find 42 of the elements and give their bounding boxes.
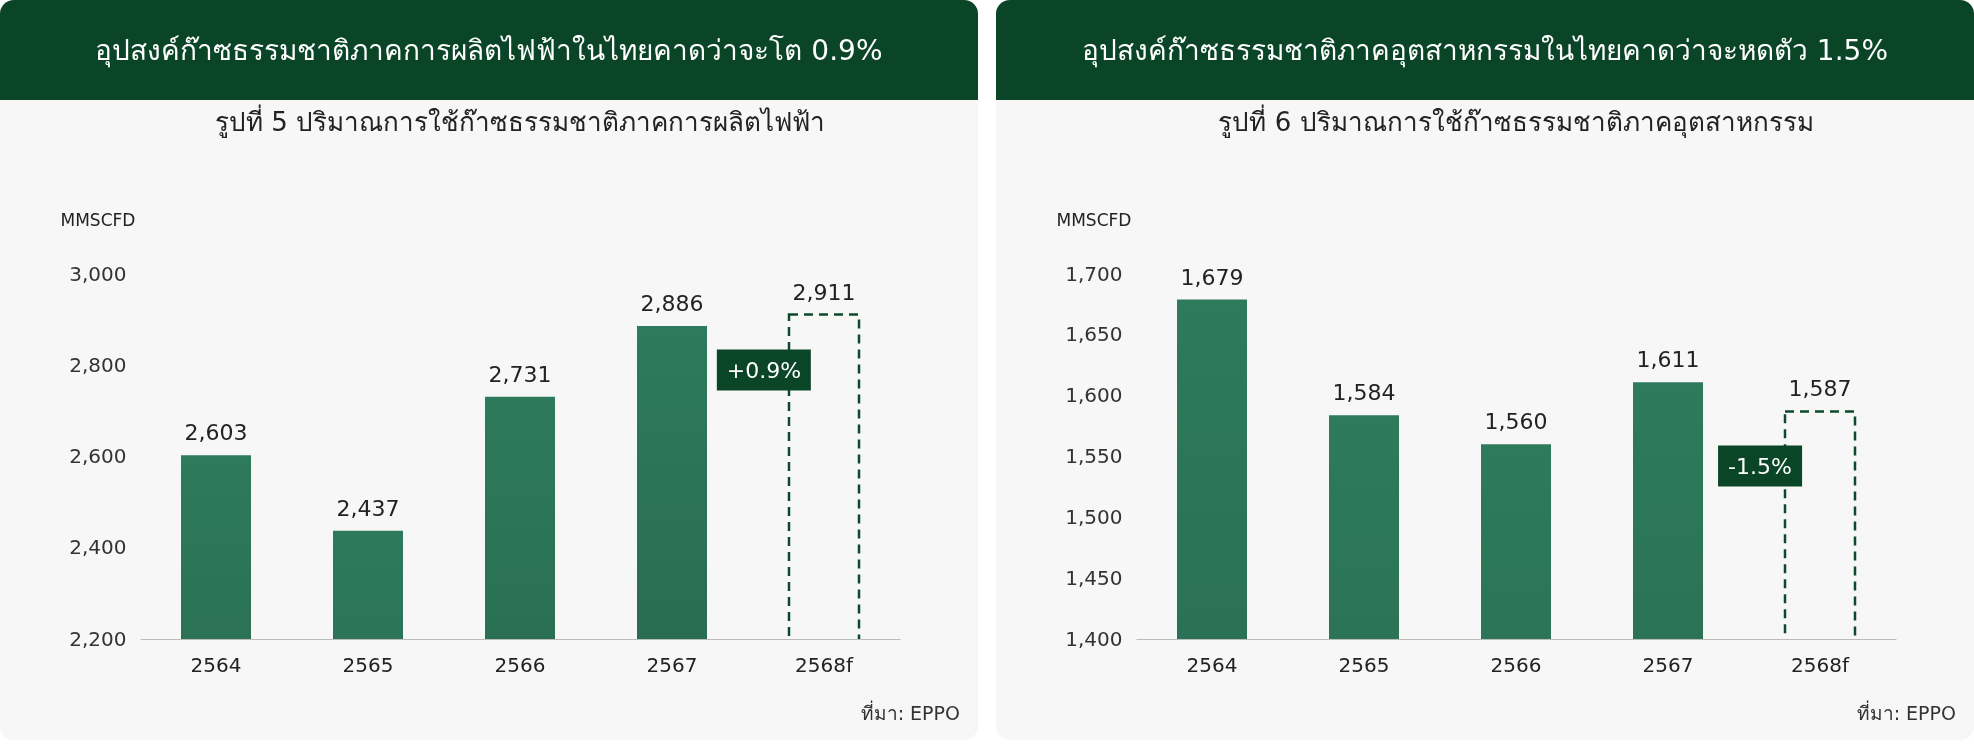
x-tick-label: 2567 — [1642, 652, 1694, 677]
y-tick-label: 1,550 — [1065, 444, 1123, 468]
y-tick-label: 2,400 — [69, 535, 127, 560]
data-label: 1,679 — [1180, 264, 1244, 290]
chart-title: อุปสงค์ก๊าซธรรมชาติภาคอุตสาหกรรมในไทยคาดว่าจะหดตัว 1.5% — [996, 0, 1974, 100]
annotation: +0.9% — [716, 349, 812, 391]
x-tick-label: 2565 — [342, 652, 394, 677]
data-label: 2,886 — [640, 291, 704, 317]
y-tick-label: 3,000 — [69, 261, 127, 286]
data-label: 2,603 — [184, 420, 248, 446]
y-tick-label: 1,400 — [1065, 626, 1123, 651]
y-axis-title: MMSCFD — [60, 209, 136, 230]
data-label: 1,611 — [1636, 347, 1700, 373]
x-tick-label: 2566 — [494, 652, 546, 677]
x-tick-label: 2568f — [795, 652, 854, 677]
chart-subtitle: รูปที่ 5 ปริมาณการใช้ก๊าซธรรมชาติภาคการผลิตไฟฟ้า — [214, 104, 826, 138]
x-tick-label: 2568f — [1791, 652, 1850, 677]
y-tick-label: 1,600 — [1065, 383, 1123, 408]
x-tick-label: 2564 — [190, 652, 242, 677]
y-tick-label: 1,650 — [1065, 322, 1123, 347]
x-tick-label: 2565 — [1338, 652, 1390, 677]
y-tick-label: 2,600 — [69, 444, 127, 468]
data-label: 1,584 — [1332, 380, 1396, 406]
x-tick-label: 2564 — [1186, 652, 1238, 677]
y-tick-label: 1,450 — [1065, 565, 1123, 590]
x-tick-label: 2566 — [1490, 652, 1542, 677]
data-label: 2,731 — [488, 361, 552, 387]
text: ที่มา: EPPO — [860, 699, 960, 726]
y-tick-label: 2,800 — [69, 352, 127, 377]
chart-title: อุปสงค์ก๊าซธรรมชาติภาคการผลิตไฟฟ้าในไทยคาดว่าจะโต 0.9% — [0, 0, 978, 100]
text: ที่มา: EPPO — [1856, 699, 1956, 726]
data-label: 1,560 — [1484, 409, 1548, 435]
y-tick-label: 1,500 — [1065, 504, 1123, 529]
data-label: 2,911 — [792, 279, 856, 305]
y-axis-title: MMSCFD — [1056, 209, 1132, 230]
y-tick-label: 1,700 — [1065, 261, 1123, 286]
y-tick-label: 2,200 — [69, 626, 127, 651]
data-label: 2,437 — [336, 495, 400, 521]
annotation: -1.5% — [1718, 445, 1802, 487]
x-tick-label: 2567 — [646, 652, 698, 677]
chart-subtitle: รูปที่ 6 ปริมาณการใช้ก๊าซธรรมชาติภาคอุตสาหกรรม — [1218, 104, 1814, 138]
data-label: 1,587 — [1788, 376, 1852, 402]
